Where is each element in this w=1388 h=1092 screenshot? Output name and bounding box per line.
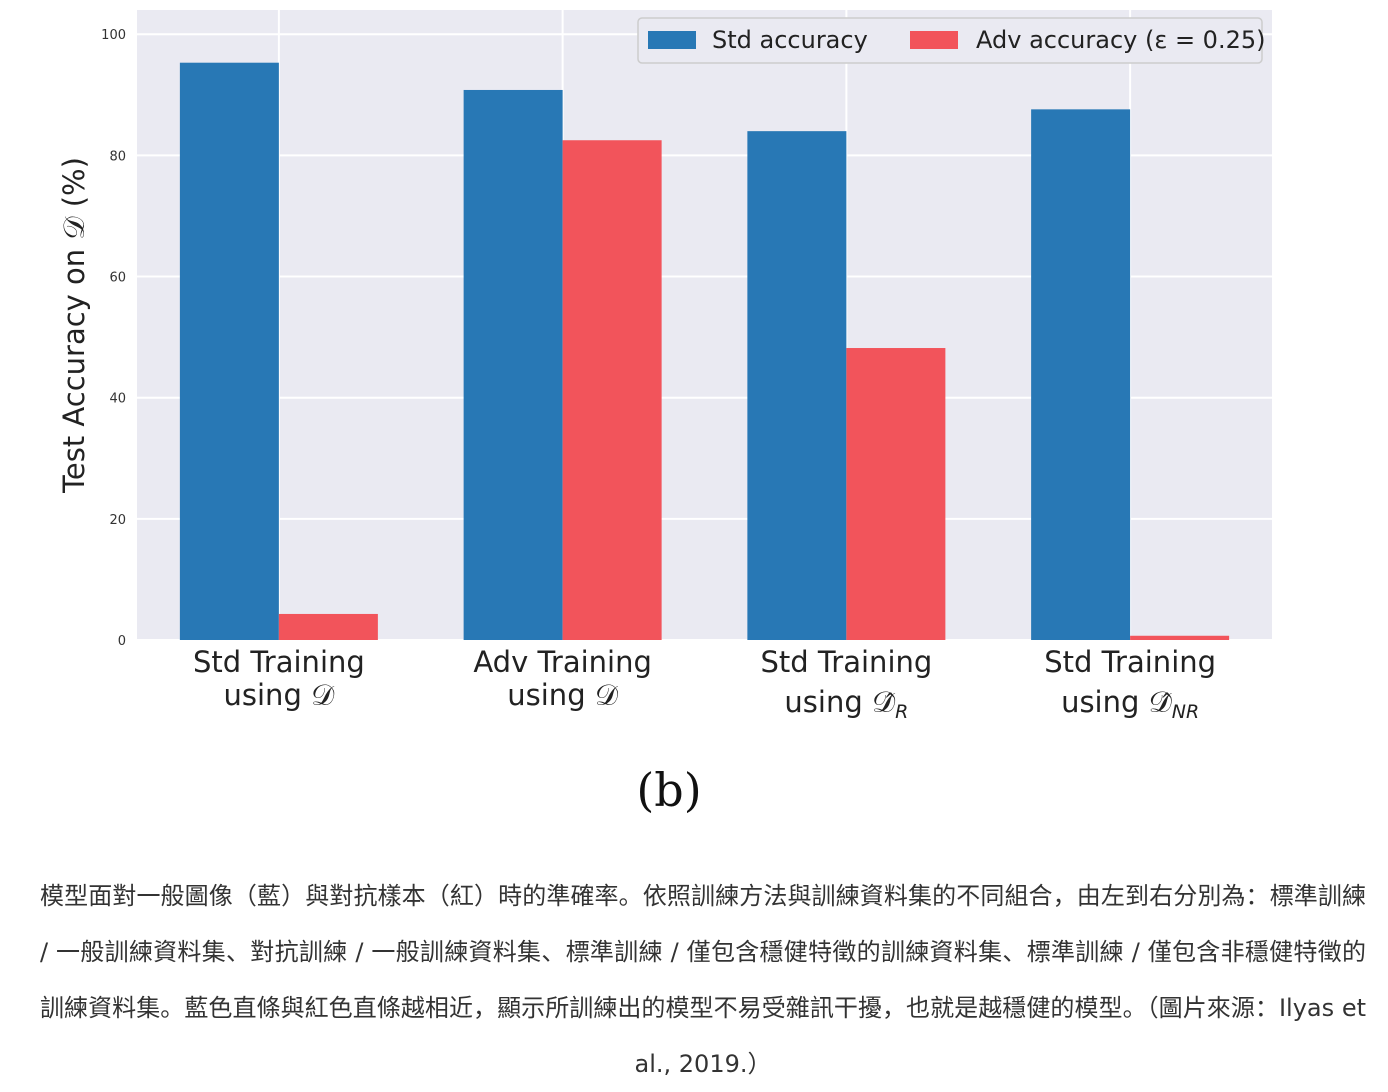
y-tick-label: 20: [109, 513, 126, 528]
x-tick-label-line1: Adv Training: [473, 645, 652, 679]
x-tick-label-text: using 𝒟: [224, 678, 336, 712]
bar-adv-accuracy: [1130, 635, 1230, 640]
bar-adv-accuracy: [846, 348, 946, 640]
y-tick-label: 60: [109, 271, 126, 286]
bar-std-accuracy: [1031, 109, 1131, 641]
y-tick-label: 100: [101, 28, 126, 43]
x-tick-label-line1: Std Training: [760, 645, 932, 679]
x-tick-label-text: using 𝒟̂: [784, 685, 896, 719]
x-tick-label-subscript: NR: [1172, 701, 1199, 723]
bar-std-accuracy: [747, 131, 847, 640]
x-tick-label-line2: using 𝒟: [507, 678, 619, 712]
bar-adv-accuracy: [278, 613, 378, 640]
x-tick-label-text: using 𝒟̂: [1061, 685, 1173, 719]
x-tick-label-line1: Std Training: [1044, 645, 1216, 679]
bars: [179, 62, 1230, 641]
legend-swatch-std: [648, 31, 696, 49]
legend-label-adv: Adv accuracy (ε = 0.25): [976, 26, 1265, 54]
bar-std-accuracy: [179, 62, 279, 641]
y-axis-label: Test Accuracy on 𝒟 (%): [57, 157, 91, 494]
y-tick-labels: 0 20 40 60 80 100: [101, 28, 126, 649]
panel-label: (b): [636, 763, 701, 817]
x-tick-label-line1: Std Training: [193, 645, 365, 679]
x-tick-label-line2: using 𝒟̂NR: [1061, 685, 1199, 723]
y-tick-label: 80: [109, 149, 126, 164]
bar-adv-accuracy: [562, 140, 662, 640]
x-tick-label-line2: using 𝒟̂R: [784, 685, 908, 723]
legend-swatch-adv: [910, 31, 958, 49]
x-tick-label-line2: using 𝒟: [224, 678, 336, 712]
y-tick-label: 0: [118, 634, 126, 649]
figure-caption: 模型面對一般圖像（藍）與對抗樣本（紅）時的準確率。依照訓練方法與訓練資料集的不同…: [40, 882, 1366, 1078]
x-tick-label-text: using 𝒟: [507, 678, 619, 712]
bar-std-accuracy: [463, 89, 563, 640]
legend: Std accuracy Adv accuracy (ε = 0.25): [637, 17, 1265, 64]
x-tick-label-subscript: R: [895, 701, 908, 723]
y-tick-label: 40: [109, 392, 126, 407]
legend-label-std: Std accuracy: [712, 26, 868, 54]
